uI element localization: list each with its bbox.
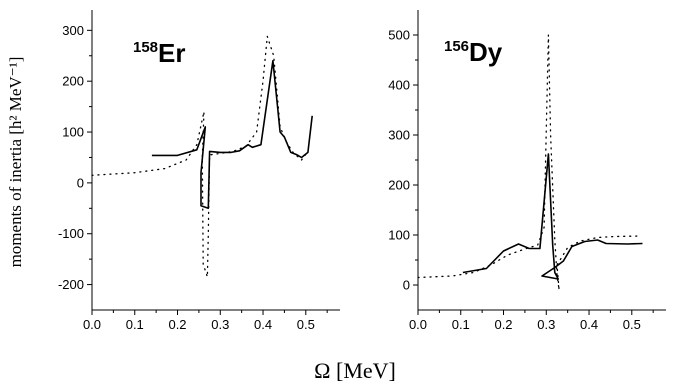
y-tick-label-dy: 200 [388,178,410,193]
y-tick-label-er: 200 [62,74,84,89]
y-tick-label-er: 300 [62,23,84,38]
x-tick-label-er: 0.0 [83,317,101,332]
y-tick-label-er: -200 [58,277,84,292]
series-dy [417,34,643,291]
x-tick-label-er: 0.5 [297,317,315,332]
ticks-dy: 0.0 0.1 0.2 0.3 0.4 0.5 0 100 200 300 400 500 [388,28,654,332]
series-line-er-dotted [91,35,309,278]
y-tick-label-er: 0 [77,175,84,190]
nucleus-label-dy: 156Dy [444,37,503,67]
y-tick-label-dy: 500 [388,28,410,43]
y-axis-title: moments of inertia [h² MeV⁻¹] [6,57,25,268]
x-tick-label-dy: 0.3 [537,317,555,332]
y-tick-label-dy: 300 [388,128,410,143]
nucleus-symbol-er: Er [158,38,185,68]
x-tick-label-dy: 0.0 [409,317,427,332]
y-tick-label-dy: 0 [403,278,410,293]
series-line-er-solid [151,60,313,210]
nucleus-symbol-dy: Dy [469,37,503,67]
panel-er: 0.0 0.1 0.2 0.3 0.4 0.5 -200 -100 0 100 200 300 158… [58,10,340,332]
x-tick-label-er: 0.3 [211,317,229,332]
y-tick-label-er: -100 [58,226,84,241]
x-tick-label-er: 0.1 [126,317,144,332]
plot-frame-er [92,10,340,310]
series-er [91,35,313,278]
ticks-er: 0.0 0.1 0.2 0.3 0.4 0.5 -200 -100 0 100 200 300 [58,23,328,332]
x-tick-label-dy: 0.1 [452,317,470,332]
x-tick-label-dy: 0.5 [623,317,641,332]
y-tick-label-er: 100 [62,125,84,140]
y-tick-label-dy: 400 [388,78,410,93]
y-tick-label-dy: 100 [388,228,410,243]
nucleus-label-er: 158Er [133,38,186,68]
nucleus-mass-er: 158 [133,39,158,56]
series-line-dy-dotted [417,34,641,291]
x-axis-title: Ω [MeV] [314,358,396,383]
x-tick-label-dy: 0.4 [580,317,598,332]
panel-dy: 0.0 0.1 0.2 0.3 0.4 0.5 0 100 200 300 400 500 156Dy [388,10,666,332]
series-line-dy-solid [462,153,643,280]
nucleus-mass-dy: 156 [444,38,469,55]
x-tick-label-er: 0.4 [254,317,272,332]
x-tick-label-dy: 0.2 [494,317,512,332]
x-tick-label-er: 0.2 [168,317,186,332]
plot-frame-dy [418,10,666,310]
